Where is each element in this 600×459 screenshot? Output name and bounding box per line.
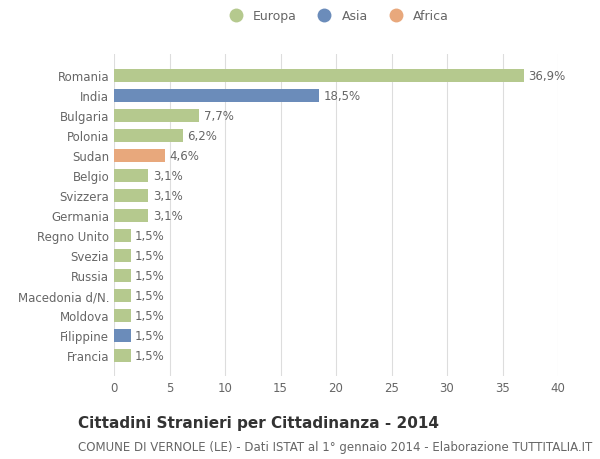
- Text: 3,1%: 3,1%: [153, 169, 182, 182]
- Text: 1,5%: 1,5%: [135, 249, 165, 262]
- Text: 1,5%: 1,5%: [135, 289, 165, 302]
- Bar: [114, 309, 131, 322]
- Bar: [114, 110, 199, 123]
- Bar: [114, 209, 148, 222]
- Text: 3,1%: 3,1%: [153, 189, 182, 202]
- Bar: [114, 249, 131, 262]
- Bar: [114, 169, 148, 182]
- Text: 1,5%: 1,5%: [135, 269, 165, 282]
- Text: 18,5%: 18,5%: [324, 90, 361, 103]
- Legend: Europa, Asia, Africa: Europa, Asia, Africa: [223, 10, 449, 23]
- Bar: [114, 189, 148, 202]
- Text: 1,5%: 1,5%: [135, 229, 165, 242]
- Bar: [114, 329, 131, 342]
- Bar: [114, 90, 319, 102]
- Bar: [114, 349, 131, 362]
- Bar: [114, 229, 131, 242]
- Text: COMUNE DI VERNOLE (LE) - Dati ISTAT al 1° gennaio 2014 - Elaborazione TUTTITALIA: COMUNE DI VERNOLE (LE) - Dati ISTAT al 1…: [78, 440, 592, 453]
- Text: 1,5%: 1,5%: [135, 329, 165, 342]
- Bar: [114, 150, 165, 162]
- Text: 7,7%: 7,7%: [204, 110, 234, 123]
- Text: Cittadini Stranieri per Cittadinanza - 2014: Cittadini Stranieri per Cittadinanza - 2…: [78, 415, 439, 431]
- Text: 36,9%: 36,9%: [528, 70, 565, 83]
- Bar: [114, 289, 131, 302]
- Text: 6,2%: 6,2%: [187, 129, 217, 142]
- Bar: [114, 129, 183, 142]
- Text: 1,5%: 1,5%: [135, 309, 165, 322]
- Text: 3,1%: 3,1%: [153, 209, 182, 222]
- Bar: [114, 269, 131, 282]
- Bar: [114, 70, 524, 83]
- Text: 1,5%: 1,5%: [135, 349, 165, 362]
- Text: 4,6%: 4,6%: [170, 150, 199, 162]
